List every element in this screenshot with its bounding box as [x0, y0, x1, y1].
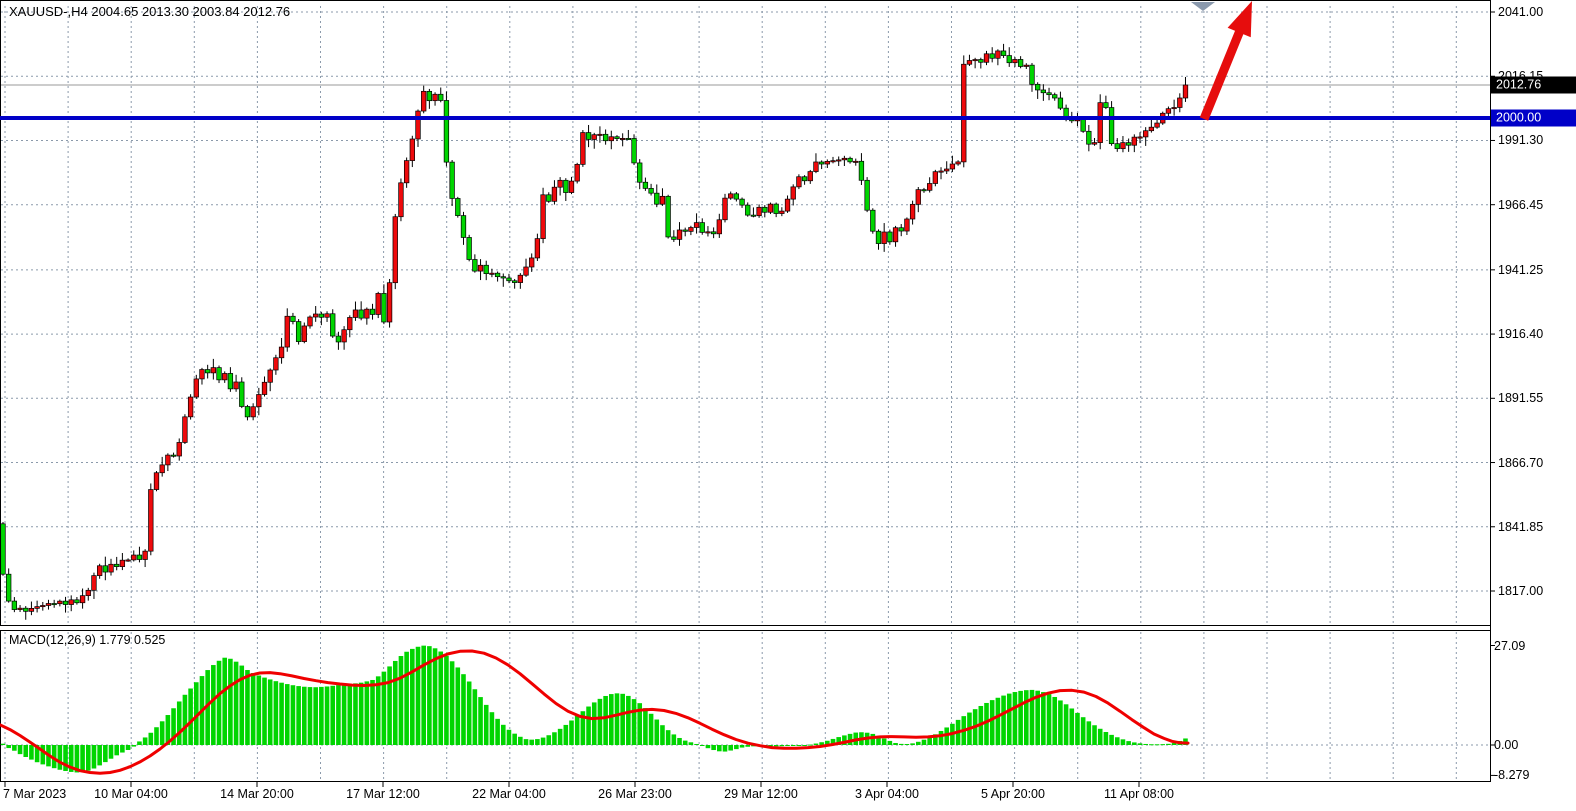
price-axis-label: 1916.40: [1498, 327, 1544, 342]
chart-title: XAUUSD-,H4 2004.65 2013.30 2003.84 2012.…: [9, 4, 291, 19]
price-axis-label: 1891.55: [1498, 391, 1544, 406]
time-axis-label: 26 Mar 23:00: [598, 787, 672, 801]
macd-signal-line: [0, 649, 1190, 775]
time-axis-label: 14 Mar 20:00: [220, 787, 294, 801]
time-axis-label: 5 Apr 20:00: [981, 787, 1045, 801]
price-axis-label: 1966.45: [1498, 197, 1544, 212]
time-axis-label: 22 Mar 04:00: [472, 787, 546, 801]
price-axis-label: 1991.30: [1498, 133, 1544, 148]
price-axis-label: 1841.85: [1498, 519, 1544, 534]
price-axis-label: 1941.25: [1498, 262, 1544, 277]
macd-axis-label: -8.279: [1494, 768, 1530, 783]
trend-arrow-head[interactable]: [1227, 1, 1252, 38]
macd-indicator-label: MACD(12,26,9) 1.779 0.525: [9, 633, 166, 647]
time-axis-label: 10 Mar 04:00: [94, 787, 168, 801]
level-price-badge: 2000.00: [1491, 109, 1576, 127]
time-axis-label: 11 Apr 08:00: [1104, 787, 1174, 801]
price-axis-label: 1866.70: [1498, 455, 1544, 470]
macd-axis-label: 0.00: [1494, 738, 1519, 752]
macd-axis-label: 27.09: [1494, 638, 1526, 653]
current-price-badge: 2012.76: [1491, 76, 1576, 94]
time-axis-label: 17 Mar 12:00: [346, 787, 420, 801]
price-axis-label: 1817.00: [1498, 584, 1544, 598]
scroll-to-end-icon[interactable]: [1191, 2, 1215, 11]
time-axis-label: 7 Mar 2023: [3, 787, 67, 801]
trend-arrow[interactable]: [1199, 25, 1246, 121]
time-axis-label: 3 Apr 04:00: [855, 787, 919, 801]
price-axis-label: 2041.00: [1498, 5, 1544, 19]
time-axis-label: 29 Mar 12:00: [724, 787, 798, 801]
